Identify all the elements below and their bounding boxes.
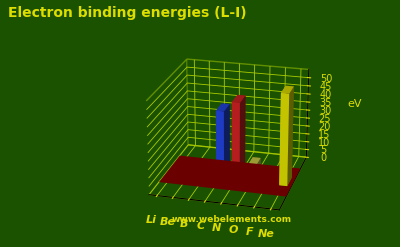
- Text: Electron binding energies (L-I): Electron binding energies (L-I): [8, 6, 247, 20]
- Text: www.webelements.com: www.webelements.com: [172, 215, 292, 225]
